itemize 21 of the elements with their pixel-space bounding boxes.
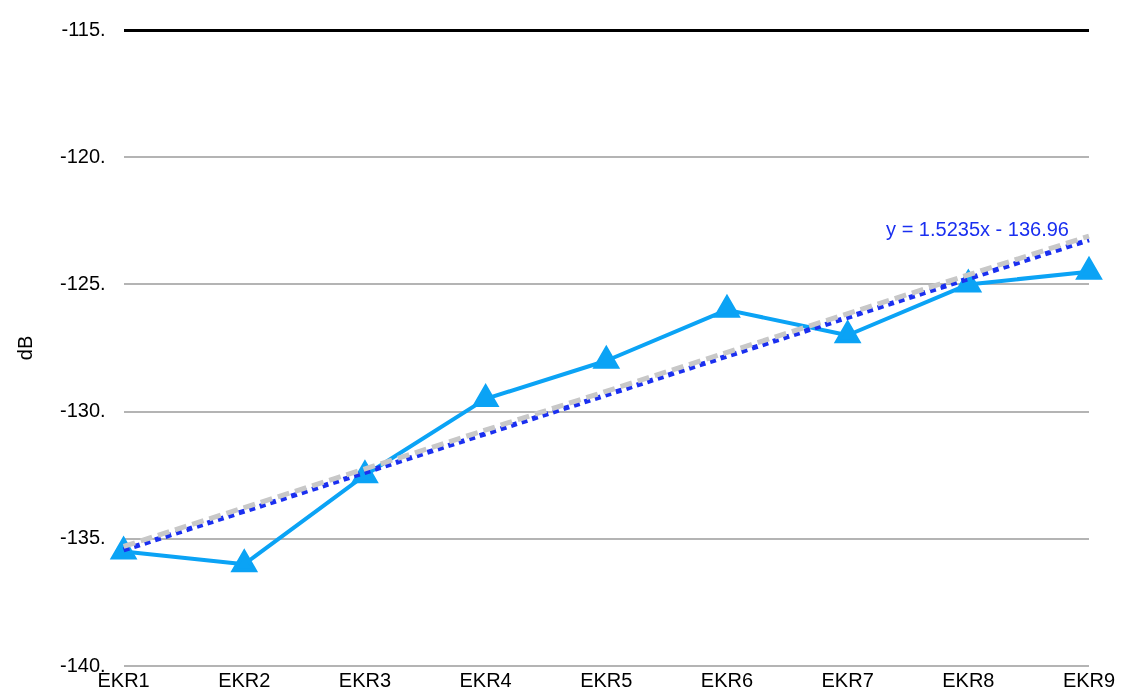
x-tick-label: EKR6	[700, 668, 754, 691]
x-tick-label: EKR9	[1062, 668, 1116, 691]
x-tick-label: EKR2	[218, 668, 271, 691]
x-tick-label: EKR3	[338, 668, 392, 691]
annotation: y = 1.5235x - 136.96	[886, 217, 1069, 240]
x-tick-label: EKR5	[580, 668, 633, 691]
y-tick-label: -125.	[59, 271, 106, 294]
x-tick-label: EKR4	[459, 668, 512, 691]
y-tick-label: -120.	[59, 144, 106, 167]
y-tick-label: -115.	[61, 17, 106, 40]
y-axis-title: dB	[13, 335, 36, 361]
y-tick-label: -130.	[59, 399, 106, 422]
point	[835, 321, 861, 344]
point	[231, 550, 257, 573]
point	[713, 293, 741, 318]
point	[1076, 257, 1102, 280]
point	[592, 344, 620, 369]
x-tick-label: EKR7	[821, 668, 874, 691]
point	[473, 384, 499, 407]
y-tick-label: -135.	[59, 526, 106, 549]
x-tick-label: EKR8	[942, 668, 995, 691]
